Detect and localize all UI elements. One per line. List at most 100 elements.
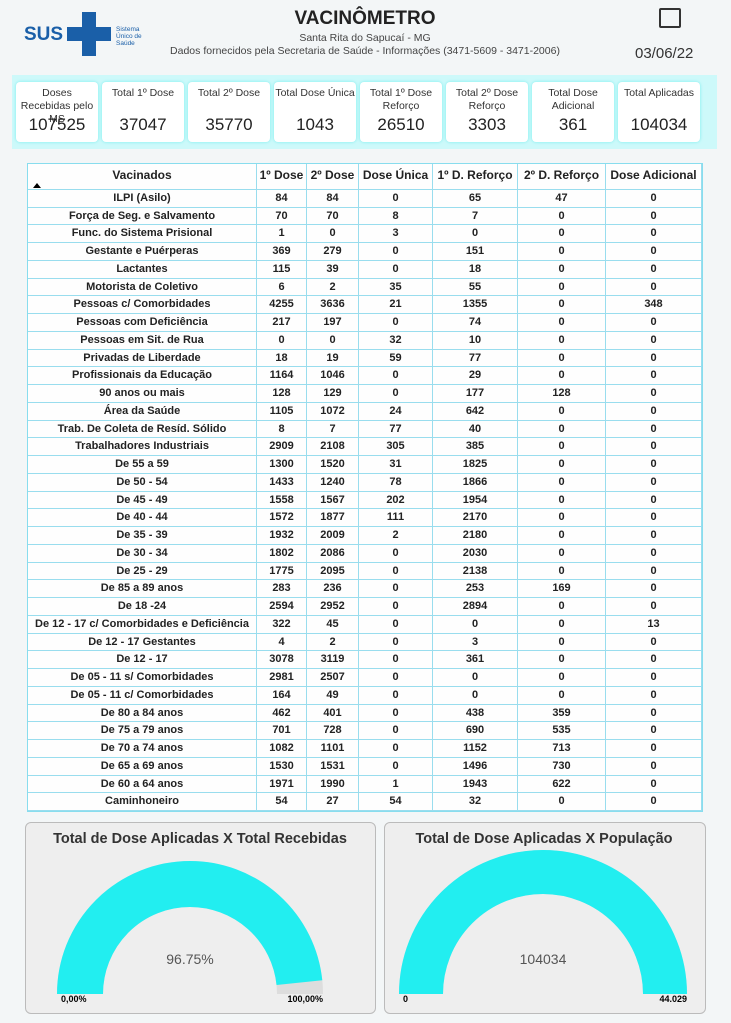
row-label: De 80 a 84 anos [28, 704, 257, 723]
table-cell: 31 [359, 456, 433, 474]
table-cell: 0 [606, 225, 702, 244]
table-cell: 65 [433, 190, 518, 208]
table-cell: 27 [307, 793, 359, 811]
table-cell: 7 [307, 420, 359, 439]
table-cell: 70 [257, 207, 307, 226]
table-cell: 0 [518, 544, 606, 563]
table-cell: 305 [359, 438, 433, 457]
table-cell: 3119 [307, 651, 359, 670]
table-cell: 1531 [307, 757, 359, 776]
row-label: De 30 - 34 [28, 544, 257, 563]
table-cell: 0 [518, 438, 606, 457]
table-cell: 690 [433, 722, 518, 741]
gauge-value: 104034 [520, 951, 567, 967]
logo-cross [67, 12, 111, 56]
table-cell: 1558 [257, 491, 307, 510]
date: 03/06/22 [635, 45, 694, 62]
row-label: Força de Seg. e Salvamento [28, 207, 257, 226]
table-cell: 0 [518, 314, 606, 332]
kpi-value: 107525 [28, 115, 86, 134]
table-cell: 0 [606, 509, 702, 528]
table-cell: 0 [606, 420, 702, 439]
table-cell: 0 [606, 651, 702, 670]
column-header: Dose Adicional [606, 164, 702, 190]
table-cell: 129 [307, 385, 359, 403]
table-cell: 0 [606, 740, 702, 758]
logo-subtitle: Sistema Único de Saúde [116, 26, 142, 47]
table-cell: 0 [606, 793, 702, 811]
kpi-value: 3303 [468, 115, 506, 134]
kpi-label: Doses Recebidas pelo MS [20, 87, 94, 125]
table-cell: 322 [257, 615, 307, 634]
row-label: Pessoas com Deficiência [28, 314, 257, 332]
table-cell: 0 [518, 456, 606, 474]
table-cell: 3636 [307, 296, 359, 315]
row-label: De 65 a 69 anos [28, 757, 257, 776]
table-cell: 169 [518, 580, 606, 599]
table-cell: 1082 [257, 740, 307, 758]
table-cell: 0 [606, 402, 702, 421]
table-cell: 401 [307, 704, 359, 723]
table-cell: 1866 [433, 473, 518, 492]
table-cell: 535 [518, 722, 606, 741]
table-cell: 1802 [257, 544, 307, 563]
table-cell: 622 [518, 775, 606, 794]
table-cell: 2909 [257, 438, 307, 457]
table-cell: 0 [606, 580, 702, 599]
gauge-title: Total de Dose Aplicadas X Total Recebida… [53, 831, 347, 847]
table-cell: 385 [433, 438, 518, 457]
table-cell: 19 [307, 349, 359, 368]
table-cell: 0 [359, 633, 433, 652]
table-cell: 2952 [307, 598, 359, 616]
table-cell: 0 [518, 651, 606, 670]
table-cell: 701 [257, 722, 307, 741]
table-cell: 1520 [307, 456, 359, 474]
column-header: 1º D. Reforço [433, 164, 518, 190]
table-cell: 1990 [307, 775, 359, 794]
row-label: De 60 a 64 anos [28, 775, 257, 794]
table-cell: 8 [257, 420, 307, 439]
table-cell: 1 [257, 225, 307, 244]
kpi-value: 361 [558, 115, 588, 134]
table-cell: 361 [433, 651, 518, 670]
table-cell: 0 [606, 207, 702, 226]
table-cell: 1496 [433, 757, 518, 776]
table-cell: 0 [518, 367, 606, 386]
table-cell: 348 [606, 296, 702, 315]
table-cell: 2138 [433, 562, 518, 581]
table-cell: 0 [359, 190, 433, 208]
table-cell: 0 [518, 669, 606, 687]
gauge-fill [57, 861, 323, 995]
table-cell: 217 [257, 314, 307, 332]
table-cell: 0 [257, 331, 307, 350]
table-cell: 0 [359, 740, 433, 758]
row-label: Lactantes [28, 260, 257, 279]
table-cell: 0 [359, 686, 433, 705]
kpi-label: Total Dose Única [275, 87, 355, 99]
row-label: De 75 a 79 anos [28, 722, 257, 741]
table-cell: 0 [606, 278, 702, 297]
table-cell: 177 [433, 385, 518, 403]
table-cell: 0 [518, 686, 606, 705]
table-cell: 0 [606, 456, 702, 474]
table-cell: 32 [359, 331, 433, 350]
table-cell: 1105 [257, 402, 307, 421]
table-cell: 18 [257, 349, 307, 368]
row-label: Privadas de Liberdade [28, 349, 257, 368]
table-cell: 728 [307, 722, 359, 741]
row-label: De 70 a 74 anos [28, 740, 257, 758]
table-cell: 0 [606, 686, 702, 705]
table-cell: 78 [359, 473, 433, 492]
table-cell: 438 [433, 704, 518, 723]
gauge-fill [399, 850, 687, 995]
row-label: Pessoas em Sit. de Rua [28, 331, 257, 350]
table-cell: 70 [307, 207, 359, 226]
table-cell: 77 [433, 349, 518, 368]
table-cell: 0 [606, 669, 702, 687]
sort-arrow [33, 183, 41, 188]
table-cell: 1530 [257, 757, 307, 776]
table-cell: 0 [606, 598, 702, 616]
row-label: Trabalhadores Industriais [28, 438, 257, 457]
gauge-min: 0,00% [61, 994, 87, 1004]
table-cell: 0 [606, 314, 702, 332]
